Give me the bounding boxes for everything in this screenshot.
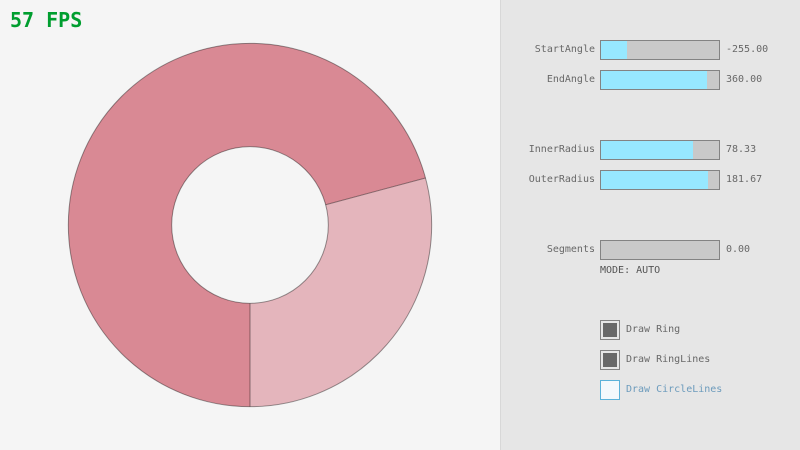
segments-label: Segments: [546, 244, 595, 255]
outerradius-row: OuterRadius 181.67: [501, 170, 800, 190]
draw-circlelines-checkbox[interactable]: [600, 380, 620, 400]
draw-ringlines-checkmark: [603, 353, 617, 367]
ring-sector-dark: [68, 43, 426, 407]
startangle-label: StartAngle: [534, 44, 595, 55]
outerradius-slider-fill: [601, 171, 709, 189]
endangle-label: EndAngle: [546, 74, 595, 85]
outerradius-label: OuterRadius: [528, 174, 595, 185]
draw-ringlines-checkbox-row: Draw RingLines: [600, 350, 710, 370]
innerradius-label: InnerRadius: [528, 144, 595, 155]
startangle-row: StartAngle -255.00: [501, 40, 800, 60]
startangle-slider[interactable]: [600, 40, 720, 60]
innerradius-row: InnerRadius 78.33: [501, 140, 800, 160]
draw-ringlines-checkbox[interactable]: [600, 350, 620, 370]
endangle-value: 360.00: [726, 74, 763, 85]
innerradius-slider-fill: [601, 141, 694, 159]
draw-circlelines-label: Draw CircleLines: [626, 384, 723, 395]
startangle-slider-fill: [601, 41, 627, 59]
outerradius-slider[interactable]: [600, 170, 720, 190]
draw-ringlines-label: Draw RingLines: [626, 354, 711, 365]
ring-inner-outline: [171, 146, 329, 304]
segments-value: 0.00: [726, 244, 751, 255]
mode-status-text: MODE: AUTO: [600, 265, 661, 276]
draw-circlelines-checkbox-row: Draw CircleLines: [600, 380, 722, 400]
fps-counter: 57 FPS: [10, 8, 83, 32]
endangle-slider-fill: [601, 71, 708, 89]
segments-slider[interactable]: [600, 240, 720, 260]
endangle-slider[interactable]: [600, 70, 720, 90]
endangle-row: EndAngle 360.00: [501, 70, 800, 90]
controls-panel: StartAngle -255.00 EndAngle 360.00 Inner…: [500, 0, 800, 450]
draw-circlelines-checkmark: [603, 383, 617, 397]
innerradius-slider[interactable]: [600, 140, 720, 160]
innerradius-value: 78.33: [726, 144, 757, 155]
draw-ring-checkbox[interactable]: [600, 320, 620, 340]
outerradius-value: 181.67: [726, 174, 763, 185]
draw-ring-label: Draw Ring: [626, 324, 681, 335]
segments-row: Segments 0.00: [501, 240, 800, 260]
ring-radial-line-start: [325, 177, 426, 206]
ring-sector-light: [250, 177, 432, 407]
ring-canvas: [67, 42, 433, 408]
ring-outer-outline: [67, 42, 433, 408]
draw-ring-checkbox-row: Draw Ring: [600, 320, 680, 340]
draw-ring-checkmark: [603, 323, 617, 337]
startangle-value: -255.00: [726, 44, 769, 55]
